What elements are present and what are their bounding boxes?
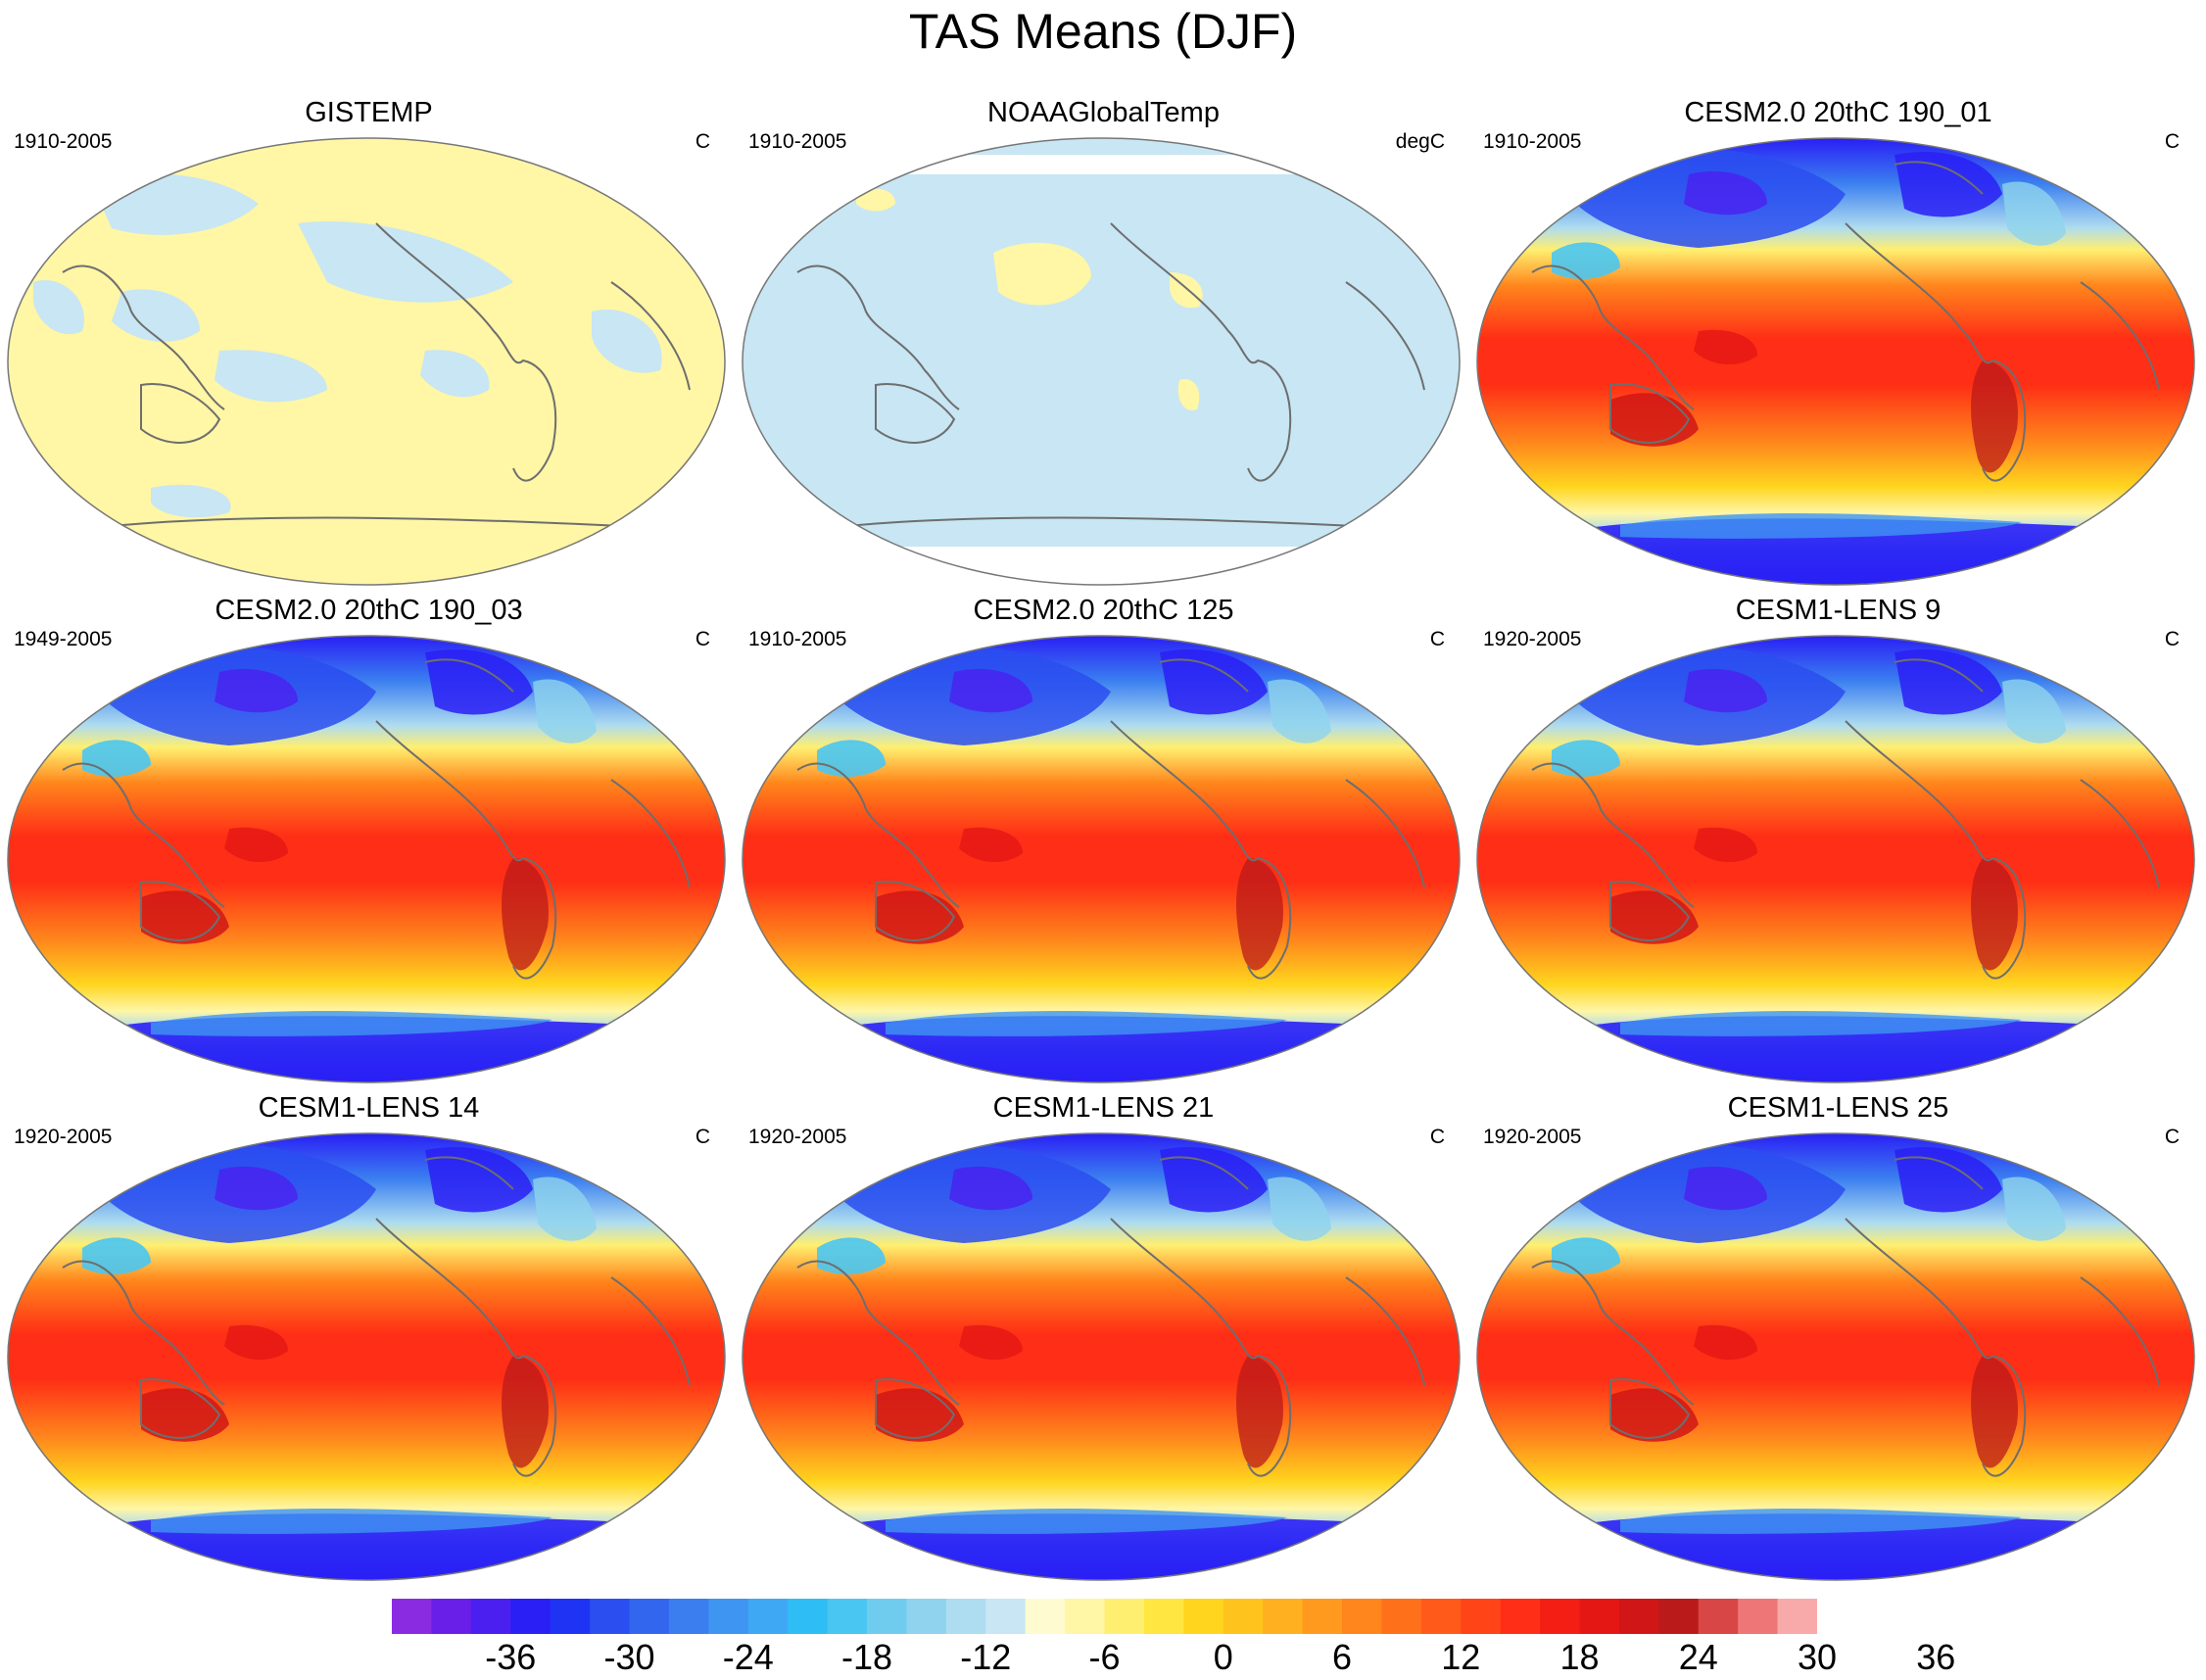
colorbar-swatch: [1500, 1599, 1541, 1634]
colorbar-swatch: [1658, 1599, 1700, 1634]
world-map: [1476, 137, 2195, 586]
colorbar-swatch: [945, 1599, 986, 1634]
colorbar-swatch: [550, 1599, 591, 1634]
colorbar-swatch: [1342, 1599, 1382, 1634]
colorbar-swatch: [708, 1599, 749, 1634]
panel-title: GISTEMP: [305, 97, 433, 128]
colorbar-swatch: [1420, 1599, 1462, 1634]
colorbar-swatch: [906, 1599, 947, 1634]
colorbar-tick-label: 36: [1916, 1637, 1956, 1677]
panel-units: C: [1429, 628, 1445, 650]
panel-title: CESM2.0 20thC 190_01: [1684, 97, 1992, 128]
map-panel: CESM1-LENS 14 1920-2005 C: [4, 1085, 734, 1585]
map-panel: NOAAGlobalTemp 1910-2005 degC: [739, 90, 1468, 590]
colorbar-swatch: [747, 1599, 789, 1634]
world-map: [742, 1132, 1461, 1581]
world-map: [7, 1132, 726, 1581]
colorbar-swatch: [431, 1599, 472, 1634]
panel-years: 1920-2005: [748, 1126, 847, 1148]
colorbar-swatch: [1540, 1599, 1580, 1634]
map-panel: CESM1-LENS 21 1920-2005 C: [739, 1085, 1468, 1585]
panel-title: CESM1-LENS 14: [258, 1092, 480, 1124]
colorbar-tick-label: -36: [485, 1637, 537, 1677]
colorbar-swatch: [1065, 1599, 1105, 1634]
colorbar-swatch: [1302, 1599, 1343, 1634]
panel-units: C: [2164, 628, 2180, 650]
colorbar-swatch: [590, 1599, 630, 1634]
colorbar-swatch: [1381, 1599, 1422, 1634]
map-panel: CESM2.0 20thC 190_01 1910-2005 C: [1473, 90, 2203, 590]
world-map: [742, 635, 1461, 1083]
world-map: [1476, 1132, 2195, 1581]
panel-years: 1910-2005: [748, 628, 847, 650]
colorbar-swatch: [1263, 1599, 1304, 1634]
panel-units: C: [695, 130, 710, 153]
panel-title: CESM1-LENS 21: [992, 1092, 1215, 1124]
colorbar-swatch: [1777, 1599, 1817, 1634]
world-map: [7, 137, 726, 586]
colorbar-swatch: [1618, 1599, 1659, 1634]
colorbar-swatch: [1461, 1599, 1502, 1634]
colorbar-tick-label: 24: [1678, 1637, 1718, 1677]
colorbar-swatch: [1143, 1599, 1184, 1634]
world-map: [7, 635, 726, 1083]
panel-units: C: [695, 1126, 710, 1148]
colorbar-swatch: [1183, 1599, 1224, 1634]
colorbar-swatch: [392, 1599, 432, 1634]
panel-units: degC: [1395, 130, 1445, 153]
panel-title: CESM2.0 20thC 125: [973, 595, 1234, 626]
panel-years: 1910-2005: [1483, 130, 1582, 153]
colorbar-tick-label: -24: [722, 1637, 774, 1677]
world-map: [1476, 635, 2195, 1083]
panel-units: C: [695, 628, 710, 650]
colorbar-tick-label: -18: [840, 1637, 893, 1677]
figure-title: TAS Means (DJF): [908, 4, 1298, 59]
map-panel: CESM1-LENS 25 1920-2005 C: [1473, 1085, 2203, 1585]
colorbar-swatch: [1223, 1599, 1264, 1634]
world-map: [742, 137, 1461, 586]
colorbar-tick-label: 0: [1213, 1637, 1233, 1677]
colorbar-swatch: [1579, 1599, 1620, 1634]
colorbar-tick-label: 18: [1559, 1637, 1600, 1677]
panel-years: 1949-2005: [14, 628, 113, 650]
colorbar-swatch: [1738, 1599, 1779, 1634]
colorbar-swatch: [1698, 1599, 1739, 1634]
colorbar-tick-label: 30: [1797, 1637, 1838, 1677]
colorbar-tick-label: 6: [1331, 1637, 1353, 1677]
colorbar-swatch: [668, 1599, 709, 1634]
panel-years: 1920-2005: [1483, 1126, 1582, 1148]
colorbar-swatch: [470, 1599, 511, 1634]
colorbar-tick-label: -30: [603, 1637, 655, 1677]
panel-title: CESM1-LENS 25: [1727, 1092, 1949, 1124]
panel-years: 1910-2005: [14, 130, 113, 153]
panel-years: 1910-2005: [748, 130, 847, 153]
map-panel: GISTEMP 1910-2005 C: [4, 90, 734, 590]
panel-units: C: [2164, 1126, 2180, 1148]
panel-units: C: [1429, 1126, 1445, 1148]
colorbar-swatch: [867, 1599, 907, 1634]
colorbar-swatch: [827, 1599, 868, 1634]
colorbar-swatch: [788, 1599, 829, 1634]
map-panel: CESM2.0 20thC 190_03 1949-2005 C: [4, 588, 734, 1087]
colorbar-tick-label: 12: [1441, 1637, 1481, 1677]
colorbar-tick-label: -6: [1088, 1637, 1121, 1677]
map-panel: CESM2.0 20thC 125 1910-2005 C: [739, 588, 1468, 1087]
map-panel: CESM1-LENS 9 1920-2005 C: [1473, 588, 2203, 1087]
colorbar: [392, 1599, 1817, 1634]
colorbar-tick-label: -12: [960, 1637, 1012, 1677]
panel-years: 1920-2005: [1483, 628, 1582, 650]
colorbar-swatch: [629, 1599, 670, 1634]
panel-title: CESM1-LENS 9: [1735, 595, 1942, 626]
panel-years: 1920-2005: [14, 1126, 113, 1148]
panel-units: C: [2164, 130, 2180, 153]
colorbar-swatch: [1025, 1599, 1066, 1634]
colorbar-swatch: [1104, 1599, 1145, 1634]
panel-title: CESM2.0 20thC 190_03: [215, 595, 523, 626]
panel-title: NOAAGlobalTemp: [987, 97, 1220, 128]
colorbar-swatch: [510, 1599, 552, 1634]
colorbar-swatch: [985, 1599, 1027, 1634]
